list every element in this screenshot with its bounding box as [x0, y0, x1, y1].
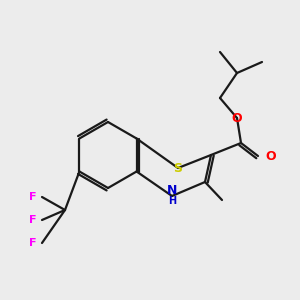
Text: H: H	[168, 196, 176, 206]
Text: S: S	[173, 161, 182, 175]
Text: F: F	[29, 238, 37, 248]
Text: O: O	[265, 149, 276, 163]
Text: F: F	[29, 215, 37, 225]
Text: O: O	[232, 112, 242, 124]
Text: N: N	[167, 184, 177, 197]
Text: F: F	[29, 192, 37, 202]
